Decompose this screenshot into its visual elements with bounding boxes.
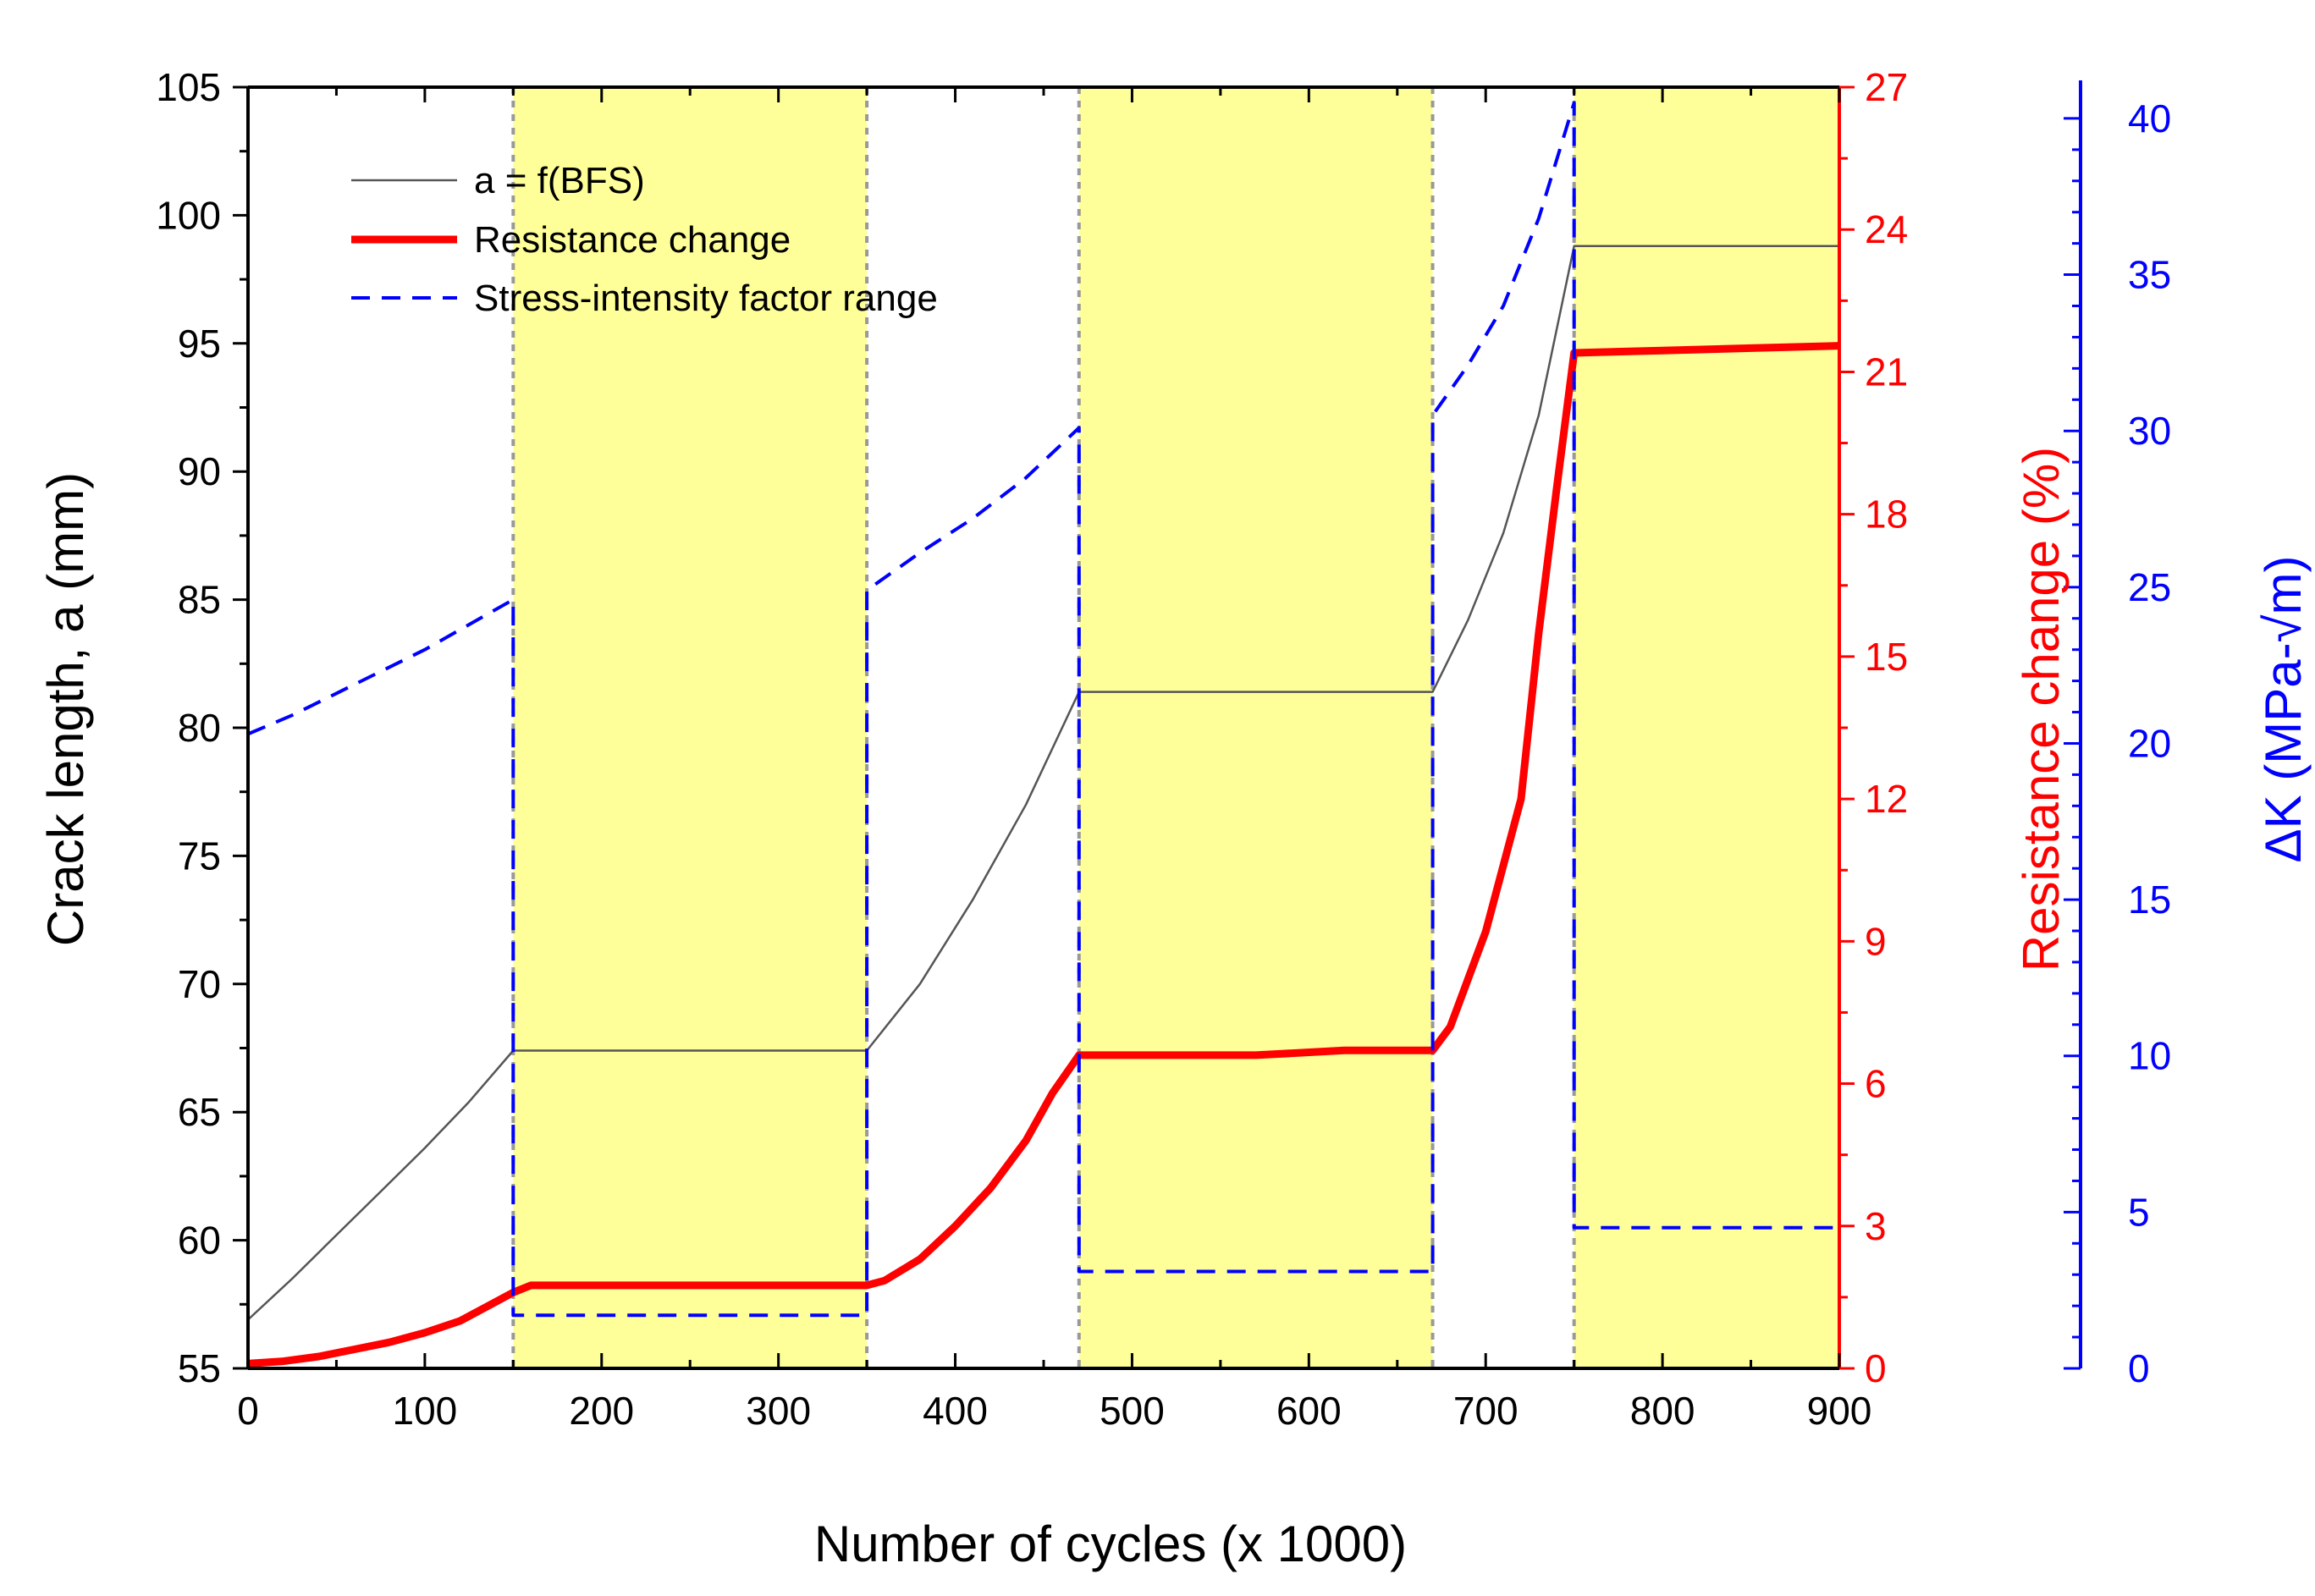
y-left-tick-label-1: 60 — [178, 1219, 221, 1263]
shaded-region-0 — [513, 87, 868, 1368]
y-right-dk-tick-label-3: 15 — [2128, 878, 2171, 922]
x-tick-label-0: 0 — [237, 1389, 259, 1433]
y-right-dk-tick-label-4: 20 — [2128, 721, 2171, 765]
y-left-tick-label-5: 80 — [178, 706, 221, 750]
y-left-tick-label-10: 105 — [156, 65, 221, 109]
y-right-resistance-tick-label-4: 12 — [1865, 777, 1908, 821]
x-tick-label-8: 800 — [1630, 1389, 1695, 1433]
y-right-resistance-tick-label-3: 9 — [1865, 919, 1887, 963]
y-right-resistance-tick-label-1: 3 — [1865, 1204, 1887, 1248]
y-right-resistance-title: Resistance change (%) — [2013, 447, 2070, 971]
y-left-tick-label-0: 55 — [178, 1346, 221, 1390]
y-right-dk-tick-label-6: 30 — [2128, 409, 2171, 453]
y-right-resistance-tick-label-0: 0 — [1865, 1346, 1887, 1390]
x-tick-label-1: 100 — [393, 1389, 458, 1433]
x-tick-label-9: 900 — [1807, 1389, 1872, 1433]
y-left-tick-label-2: 65 — [178, 1090, 221, 1134]
y-right-resistance-tick-label-8: 24 — [1865, 207, 1908, 251]
x-tick-label-7: 700 — [1453, 1389, 1519, 1433]
y-right-dk-tick-label-8: 40 — [2128, 96, 2171, 140]
y-right-dk-tick-label-2: 10 — [2128, 1034, 2171, 1078]
legend-label-1: Resistance change — [474, 219, 791, 261]
y-right-resistance-tick-label-9: 27 — [1865, 65, 1908, 109]
y-left-tick-label-6: 85 — [178, 578, 221, 622]
series-line-stress-intensity-factor-range — [247, 101, 1839, 1318]
y-left-tick-label-7: 90 — [178, 449, 221, 493]
shaded-region-2 — [1574, 87, 1839, 1368]
legend: a = f(BFS) Resistance change Stress-intens… — [351, 160, 938, 319]
y-right-resistance-tick-label-7: 21 — [1865, 349, 1908, 393]
legend-label-2: Stress-intensity factor range — [474, 278, 938, 319]
y-left-axis-title: Crack length, a (mm) — [37, 472, 94, 946]
y-right-dk-tick-label-0: 0 — [2128, 1346, 2150, 1390]
axis-titles: Number of cycles (x 1000) Crack length, … — [37, 447, 2312, 1572]
shaded-region-1 — [1078, 87, 1433, 1368]
y-left-tick-label-9: 100 — [156, 193, 221, 237]
y-left-tick-label-3: 70 — [178, 962, 221, 1006]
x-tick-label-6: 600 — [1276, 1389, 1342, 1433]
series-line-resistance-change — [247, 342, 1840, 1368]
x-tick-label-5: 500 — [1100, 1389, 1165, 1433]
x-tick-label-3: 300 — [746, 1389, 811, 1433]
y-left-tick-label-4: 75 — [178, 834, 221, 878]
series-lines — [247, 101, 1840, 1368]
legend-label-0: a = f(BFS) — [474, 160, 645, 201]
y-left-tick-label-8: 95 — [178, 322, 221, 366]
series-line-a-f-bfs — [247, 245, 1839, 1321]
x-tick-label-4: 400 — [923, 1389, 988, 1433]
x-tick-label-2: 200 — [569, 1389, 634, 1433]
y-right-resistance-tick-label-6: 18 — [1865, 493, 1908, 537]
shaded-regions — [513, 87, 1839, 1368]
x-axis-title: Number of cycles (x 1000) — [814, 1516, 1407, 1572]
y-right-resistance-tick-label-2: 6 — [1865, 1062, 1887, 1106]
y-right-dk-tick-label-1: 5 — [2128, 1190, 2150, 1234]
y-right-dk-tick-label-5: 25 — [2128, 565, 2171, 609]
y-right-dk-title: ΔK (MPa-√m) — [2255, 556, 2312, 863]
y-right-resistance-tick-label-5: 15 — [1865, 635, 1908, 679]
axes: 0 100 200 300 400 500 600 700 800 900556065707580… — [156, 65, 2171, 1433]
y-right-dk-tick-label-7: 35 — [2128, 253, 2171, 297]
